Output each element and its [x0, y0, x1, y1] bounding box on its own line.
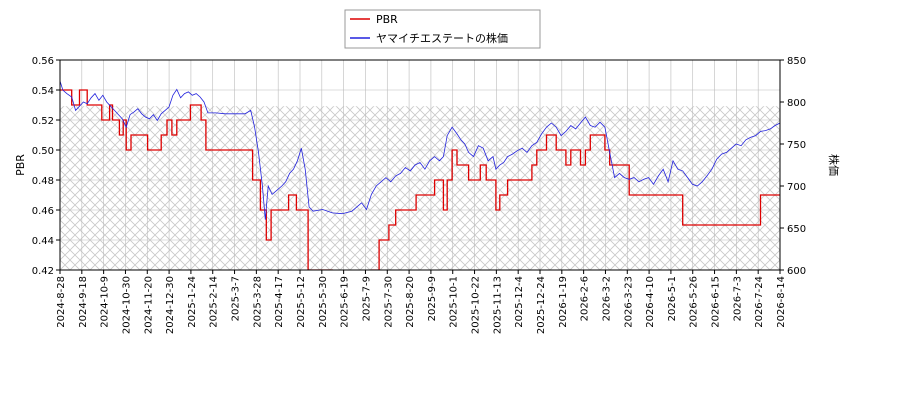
x-tick-label: 2025-6-19	[340, 276, 351, 328]
x-tick-label: 2025-5-30	[318, 276, 329, 328]
hatched-band	[60, 106, 780, 270]
x-tick-label: 2026-6-15	[711, 276, 722, 328]
x-tick-label: 2025-7-9	[361, 276, 372, 321]
x-tick-label: 2025-10-22	[471, 276, 482, 334]
y-left-tick-label: 0.46	[32, 206, 54, 217]
y-left-tick-label: 0.48	[32, 176, 54, 187]
legend: PBR ヤマイチエステートの株価	[344, 9, 541, 49]
y-left-tick-label: 0.50	[32, 146, 54, 157]
x-tick-label: 2026-3-2	[601, 276, 612, 321]
legend-label-price: ヤマイチエステートの株価	[376, 31, 508, 45]
x-tick-label: 2024-10-9	[100, 276, 111, 328]
x-tick-label: 2025-12-4	[514, 276, 525, 328]
legend-box	[344, 9, 541, 49]
y-left-tick-label: 0.56	[32, 56, 54, 67]
y-right-tick-label: 600	[787, 266, 806, 277]
y-right-tick-label: 700	[787, 182, 806, 193]
legend-label-pbr: PBR	[376, 13, 398, 26]
x-tick-label: 2025-8-20	[405, 276, 416, 328]
x-tick-label: 2025-5-12	[296, 276, 307, 328]
x-tick-label: 2024-8-28	[56, 276, 67, 328]
y-right-tick-label: 800	[787, 98, 806, 109]
x-tick-label: 2025-3-28	[252, 276, 263, 328]
x-tick-label: 2026-5-26	[689, 276, 700, 328]
y-right-tick-label: 850	[787, 56, 806, 67]
x-tick-label: 2026-5-1	[667, 276, 678, 321]
x-tick-label: 2025-7-30	[383, 276, 394, 328]
x-tick-label: 2024-9-18	[78, 276, 89, 328]
x-tick-label: 2025-2-14	[209, 276, 220, 328]
series-line-pbr	[60, 89, 780, 270]
x-tick-label: 2024-12-30	[165, 276, 176, 334]
x-tick-label: 2024-11-20	[143, 276, 154, 334]
y-right-tick-label: 650	[787, 224, 806, 235]
y-left-tick-label: 0.42	[32, 266, 54, 277]
plot-area	[59, 59, 781, 271]
plot-frame	[59, 59, 781, 271]
y-axis-left-title: PBR	[14, 154, 27, 176]
x-tick-label: 2025-10-1	[449, 276, 460, 328]
x-tick-label: 2025-1-24	[187, 276, 198, 328]
x-tick-label: 2026-1-19	[558, 276, 569, 328]
y-left-tick-label: 0.52	[32, 116, 54, 127]
axis-ticks: 0.42 0.44 0.46 0.48 0.50 0.52 0.54 0.56 600 650 70…	[32, 56, 806, 334]
y-left-tick-label: 0.54	[32, 86, 54, 97]
series-line-price	[60, 80, 780, 220]
x-tick-label: 2026-3-23	[623, 276, 634, 328]
y-left-tick-label: 0.44	[32, 236, 54, 247]
y-right-tick-label: 750	[787, 140, 806, 151]
x-tick-label: 2024-10-30	[121, 276, 132, 334]
x-tick-label: 2025-9-9	[427, 276, 438, 321]
x-tick-label: 2026-4-10	[645, 276, 656, 328]
y-axis-right-title: 株価	[827, 154, 841, 176]
x-tick-label: 2026-7-24	[754, 276, 765, 328]
x-tick-label: 2026-7-3	[732, 276, 743, 321]
x-tick-label: 2026-8-14	[776, 276, 787, 328]
x-tick-label: 2025-3-7	[231, 276, 242, 321]
x-tick-label: 2025-12-24	[536, 276, 547, 334]
x-tick-label: 2026-2-6	[580, 276, 591, 321]
x-tick-label: 2025-4-17	[274, 276, 285, 328]
x-tick-label: 2025-11-13	[492, 276, 503, 334]
